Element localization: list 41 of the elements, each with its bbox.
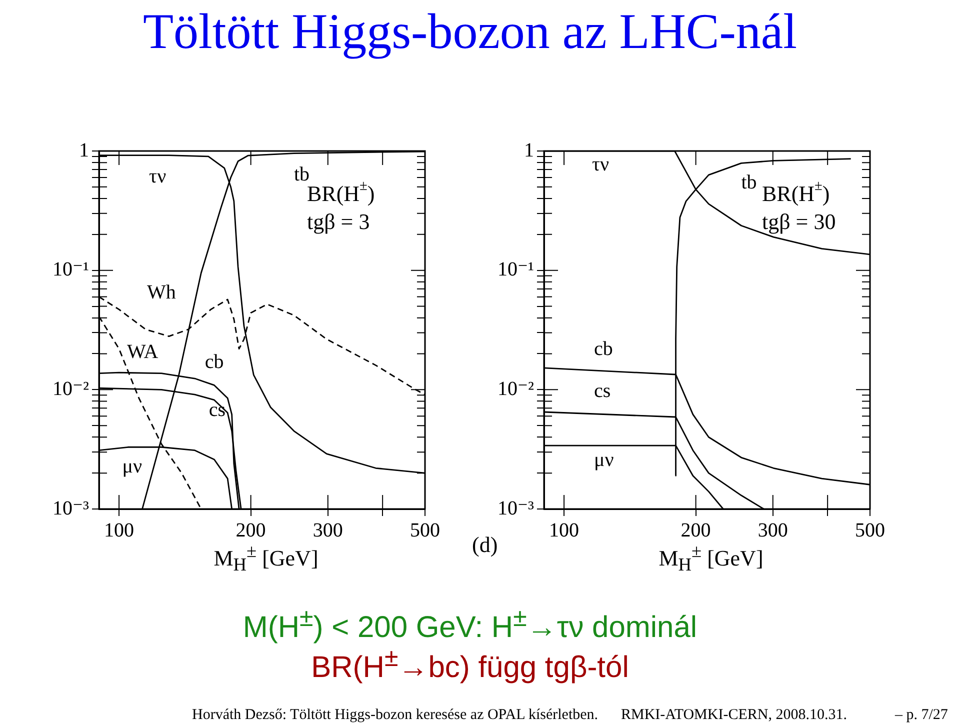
x-tick-label: 300	[758, 519, 788, 542]
x-tick-label: 500	[855, 519, 885, 542]
y-tick-label: 1	[524, 139, 534, 162]
x-tick-label: 200	[236, 519, 266, 542]
annotation: BR(H±)	[307, 178, 375, 206]
series-label: cb	[594, 338, 613, 360]
text: RMKI-ATOMKI-CERN, 2008.10.31.	[621, 707, 847, 724]
series-label: cs	[594, 380, 611, 402]
y-tick-label: 10⁻³	[52, 497, 89, 520]
y-tick-label: 10⁻¹	[52, 258, 89, 281]
chart-title: Töltött Higgs-bozon az LHC-nál	[142, 2, 798, 60]
y-tick-label: 1	[79, 139, 89, 162]
annotation: tgβ = 30	[762, 208, 836, 234]
y-tick-label: 10⁻²	[52, 378, 89, 400]
text: M(H$^{±}$) < 200 GeV: H$^{±}$→τν dominál	[242, 604, 698, 645]
annotation: BR(H±)	[762, 178, 830, 206]
text: Horváth Dezső: Töltött Higgs-bozon keresése az OPAL kísérletben.	[192, 707, 598, 724]
series-label: μν	[594, 448, 614, 471]
annotation: tgβ = 3	[307, 208, 370, 234]
series-label: τν	[149, 166, 166, 188]
x-tick-label: 100	[104, 519, 134, 542]
series-label: μν	[122, 455, 142, 478]
y-tick-label: 10⁻³	[497, 497, 534, 520]
x-tick-label: 300	[312, 519, 343, 542]
y-tick-label: 10⁻²	[497, 378, 534, 400]
x-axis-title: M$_{H}$$^{±}$ [GeV]	[658, 541, 764, 576]
text: BR(H$^{±}$→bc) függ tgβ-tól	[310, 644, 630, 685]
text: (d)	[472, 532, 498, 558]
x-tick-label: 200	[680, 519, 711, 542]
series-label: cb	[204, 350, 224, 373]
legend-label: tb	[294, 164, 310, 186]
series-label: cs	[208, 398, 226, 421]
legend-label: τν	[592, 153, 610, 176]
series-label: Wh	[147, 282, 176, 304]
x-tick-label: 100	[549, 519, 580, 542]
text: – p. 7/27	[895, 707, 948, 724]
series-label: tb	[741, 171, 757, 194]
x-axis-title: M$_{H}$$^{±}$ [GeV]	[212, 541, 320, 576]
series-label: WA	[127, 341, 159, 364]
x-tick-label: 500	[410, 519, 440, 542]
y-tick-label: 10⁻¹	[497, 258, 534, 281]
